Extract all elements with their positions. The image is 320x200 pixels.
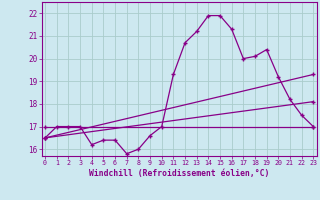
X-axis label: Windchill (Refroidissement éolien,°C): Windchill (Refroidissement éolien,°C) — [89, 169, 269, 178]
